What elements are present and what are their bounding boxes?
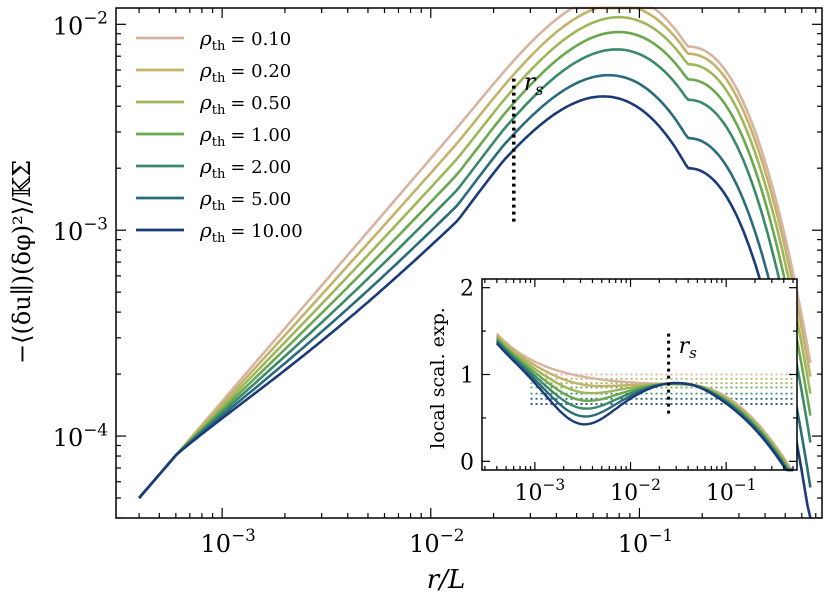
- main-series-line-2: [138, 15, 812, 499]
- legend-label-sub-0: th: [212, 39, 226, 54]
- inset-series-group: [495, 332, 793, 472]
- inset-series-line-6: [495, 342, 793, 472]
- legend-label-var-6: ρ: [199, 218, 212, 242]
- main-y-tick-label-1-base: 10: [53, 218, 84, 246]
- main-plot-frame: [115, 7, 823, 519]
- legend-label-val-2: = 0.50: [230, 93, 291, 114]
- inset-y-tick-label-1: 1: [460, 364, 474, 389]
- inset-x-tick-label-1-exp: −2: [638, 476, 661, 494]
- inset-rs-label-sub: s: [689, 344, 697, 362]
- main-x-tick-label-1: 10−2: [409, 525, 464, 558]
- main-series-line-6: [138, 95, 812, 519]
- inset-reference-levels: [530, 373, 795, 405]
- inset-rs-annotation: rs: [667, 331, 698, 414]
- legend-label-0: ρth = 0.10: [199, 26, 291, 54]
- inset-x-tick-label-2: 10−1: [706, 476, 757, 506]
- inset-x-tick-label-2-base: 10: [706, 481, 734, 506]
- legend-label-val-4: = 2.00: [230, 157, 291, 178]
- main-x-tick-label-2-exp: −1: [648, 525, 673, 545]
- legend-label-5: ρth = 5.00: [199, 186, 291, 214]
- main-series-line-4: [138, 48, 812, 499]
- legend-label-var-5: ρ: [199, 186, 212, 210]
- main-series-line-1: [138, 6, 812, 499]
- main-series-line-5: [138, 73, 812, 499]
- legend-label-val-5: = 5.00: [230, 189, 291, 210]
- legend-label-var-3: ρ: [199, 122, 212, 146]
- inset-y-tick-label-2: 2: [460, 277, 474, 302]
- inset-rs-label-var: r: [679, 334, 691, 359]
- legend-label-sub-1: th: [212, 71, 226, 86]
- main-x-tick-label-0-exp: −3: [231, 525, 256, 545]
- legend-label-var-1: ρ: [199, 58, 212, 82]
- legend-label-var-2: ρ: [199, 90, 212, 114]
- main-rs-label: rs: [524, 68, 544, 99]
- legend-label-4: ρth = 2.00: [199, 154, 291, 182]
- inset-x-tick-labels: 10−3 10−2 10−1: [515, 476, 757, 506]
- legend-label-val-6: = 10.00: [230, 221, 302, 242]
- main-y-tick-label-2-base: 10: [53, 12, 84, 40]
- main-y-tick-label-1: 10−3: [53, 213, 108, 246]
- inset-x-tick-label-0: 10−3: [515, 476, 566, 506]
- main-x-axis-label: r/L: [427, 565, 465, 595]
- legend-label-sub-3: th: [212, 135, 226, 150]
- main-y-tick-labels: 10−410−310−2: [53, 8, 108, 453]
- legend-label-sub-5: th: [212, 199, 226, 214]
- main-x-tick-labels: 10−3 10−2 10−1: [200, 525, 673, 558]
- legend-label-val-0: = 0.10: [230, 29, 291, 50]
- main-y-tick-label-0-exp: −4: [83, 419, 108, 439]
- legend-label-var-0: ρ: [199, 26, 212, 50]
- inset-x-tick-label-2-exp: −1: [734, 476, 757, 494]
- main-y-axis-label: −⟨(δu∥)(δφ)²⟩/𝕂Σ: [8, 160, 36, 364]
- main-series-line-0: [138, 6, 812, 499]
- inset-x-tick-label-1: 10−2: [610, 476, 661, 506]
- legend-label-sub-2: th: [212, 103, 226, 118]
- inset-rs-label: rs: [679, 334, 698, 362]
- main-rs-label-var: r: [524, 68, 537, 96]
- legend-label-var-4: ρ: [199, 154, 212, 178]
- legend-label-6: ρth = 10.00: [199, 218, 303, 246]
- main-x-tick-label-0: 10−3: [200, 525, 255, 558]
- main-rs-annotation: rs: [512, 68, 544, 222]
- inset-x-tick-label-0-exp: −3: [543, 476, 566, 494]
- inset-y-axis-label: local scal. exp.: [427, 307, 449, 449]
- main-y-tick-label-2: 10−2: [53, 8, 108, 41]
- inset-x-tick-label-0-base: 10: [515, 481, 543, 506]
- main-y-tick-label-2-exp: −2: [83, 8, 108, 28]
- legend-label-3: ρth = 1.00: [199, 122, 291, 150]
- inset-plot: rs 10−3 10−2 10−1 012 local scal. exp.: [427, 277, 798, 506]
- legend-label-val-3: = 1.00: [230, 125, 291, 146]
- main-y-tick-label-1-exp: −3: [83, 213, 108, 233]
- main-rs-label-sub: s: [535, 80, 543, 99]
- legend-label-1: ρth = 0.20: [199, 58, 291, 86]
- main-x-tick-label-1-base: 10: [409, 530, 440, 558]
- legend-label-2: ρth = 0.50: [199, 90, 291, 118]
- main-x-tick-label-0-base: 10: [200, 530, 231, 558]
- inset-axis-ticks: [482, 279, 797, 470]
- inset-x-tick-label-1-base: 10: [610, 481, 638, 506]
- legend-label-sub-4: th: [212, 167, 226, 182]
- main-series-group: [138, 6, 812, 519]
- inset-y-tick-labels: 0 1 2: [460, 277, 474, 476]
- inset-y-tick-label-0: 0: [460, 450, 474, 475]
- legend-label-sub-6: th: [212, 231, 226, 246]
- main-x-tick-label-2-base: 10: [618, 530, 649, 558]
- main-axis-ticks: [116, 8, 822, 519]
- legend-label-val-1: = 0.20: [230, 61, 291, 82]
- main-x-tick-label-2: 10−1: [618, 525, 673, 558]
- main-series-line-3: [138, 30, 812, 499]
- main-y-tick-label-0: 10−4: [53, 419, 108, 452]
- main-y-tick-label-0-base: 10: [53, 424, 84, 452]
- main-x-tick-label-1-exp: −2: [440, 525, 465, 545]
